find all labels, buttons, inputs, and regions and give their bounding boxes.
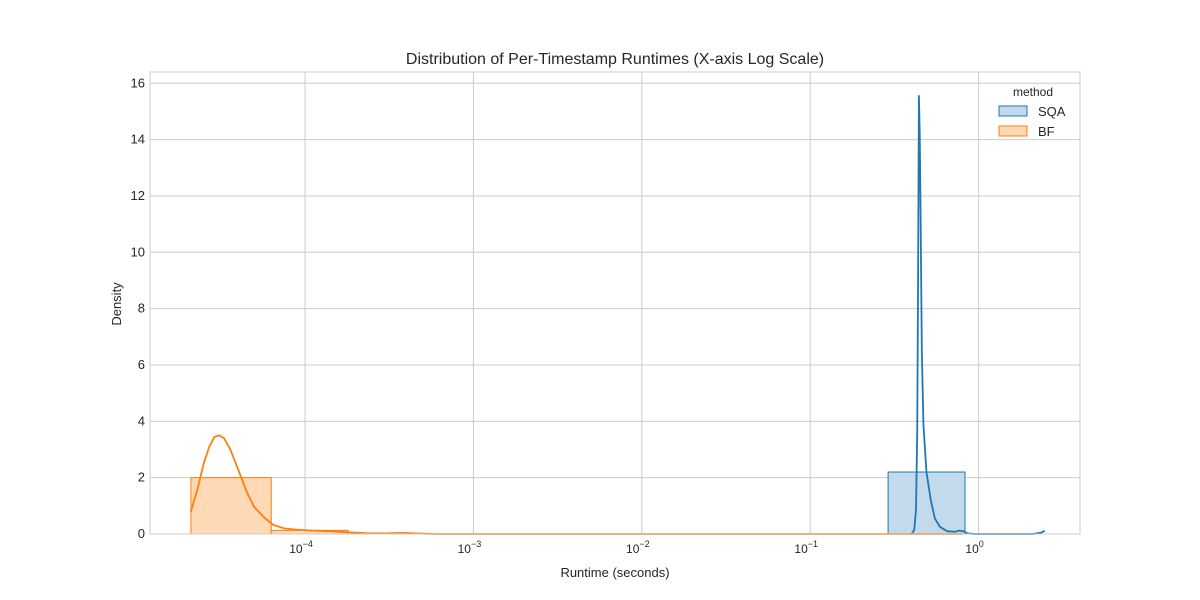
y-tick-label: 12 bbox=[131, 188, 145, 203]
legend-title: method bbox=[1013, 85, 1053, 99]
legend: method SQA BF bbox=[998, 85, 1066, 139]
legend-swatch bbox=[998, 105, 1028, 117]
x-axis-label: Runtime (seconds) bbox=[560, 565, 669, 580]
grid-lines bbox=[150, 72, 1080, 535]
y-axis-label: Density bbox=[109, 282, 124, 326]
y-tick-label: 4 bbox=[138, 413, 145, 428]
x-tick-label: 10−3 bbox=[458, 539, 482, 556]
kde-curves bbox=[190, 95, 1046, 535]
y-tick-label: 0 bbox=[138, 526, 145, 541]
y-tick-label: 10 bbox=[131, 244, 145, 259]
y-tick-label: 16 bbox=[131, 75, 145, 90]
histogram-bar-bf bbox=[190, 477, 272, 535]
x-tick-label: 10−1 bbox=[794, 539, 818, 556]
kde-line-bf bbox=[190, 434, 964, 535]
kde-line-sqa bbox=[910, 95, 1046, 535]
histogram-bar-sqa bbox=[887, 471, 966, 535]
legend-item-bf: BF bbox=[998, 124, 1055, 139]
y-tick-label: 2 bbox=[138, 470, 145, 485]
x-tick-label: 10−2 bbox=[626, 539, 650, 556]
histogram-bars bbox=[190, 471, 966, 535]
legend-swatch bbox=[998, 125, 1028, 137]
y-tick-label: 8 bbox=[138, 301, 145, 316]
y-tick-label: 6 bbox=[138, 357, 145, 372]
legend-item-sqa: SQA bbox=[998, 104, 1066, 119]
chart-title: Distribution of Per-Timestamp Runtimes (… bbox=[406, 51, 824, 68]
y-axis-ticks: 0 2 4 6 8 10 12 14 16 bbox=[131, 75, 145, 541]
plot-frame bbox=[149, 71, 1081, 535]
y-tick-label: 14 bbox=[131, 132, 145, 147]
x-axis-ticks: 10−4 10−3 10−2 10−1 100 bbox=[289, 539, 984, 556]
x-tick-label: 10−4 bbox=[289, 539, 313, 556]
x-tick-label: 100 bbox=[965, 539, 983, 556]
legend-label: BF bbox=[1038, 124, 1055, 139]
legend-label: SQA bbox=[1038, 104, 1066, 119]
